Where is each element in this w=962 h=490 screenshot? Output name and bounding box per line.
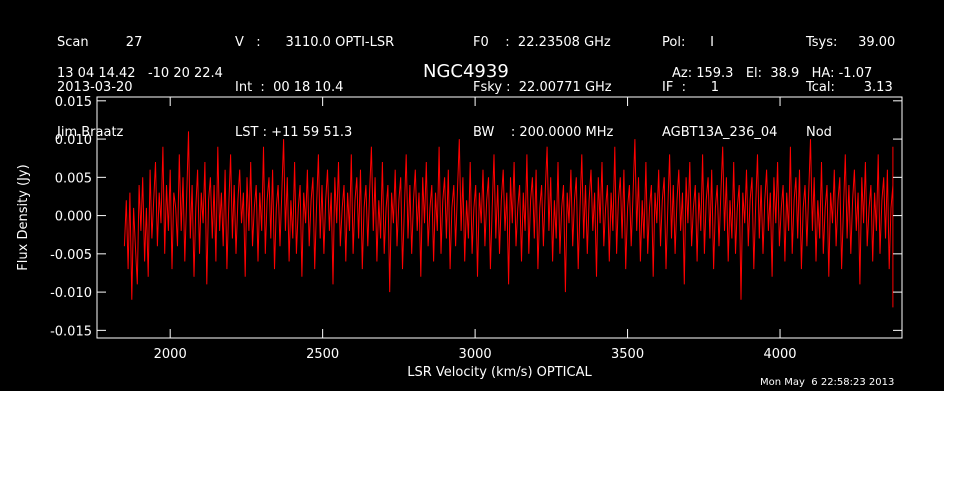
y-axis-label: Flux Density (Jy) — [16, 164, 31, 270]
plot-frame — [96, 96, 903, 339]
plot-timestamp: Mon May 6 22:58:23 2013 — [760, 377, 895, 388]
scan-line: Scan 27 — [57, 35, 143, 50]
y-tick-label: -0.005 — [50, 248, 92, 263]
y-axis: 0.015 0.010 0.005 0.000 -0.005 -0.010 -0.015 — [50, 95, 902, 339]
integration-line: Int : 00 18 10.4 — [235, 80, 344, 95]
y-tick-label: 0.000 — [55, 210, 92, 225]
y-tick-label: -0.010 — [50, 286, 92, 301]
header-col-pol: Pol: I IF : 1 AGBT13A_236_04 — [662, 5, 777, 170]
x-axis: 2000 2500 3000 3500 4000 — [154, 97, 797, 362]
lst-line: LST : +11 59 51.3 — [235, 125, 353, 140]
project-line: AGBT13A_236_04 — [662, 125, 778, 140]
x-tick-label: 3000 — [459, 347, 492, 362]
f0-line: F0 : 22.23508 GHz — [473, 35, 611, 50]
tcal-line: Tcal: 3.13 — [806, 80, 893, 95]
header-col-tsys: Tsys: 39.00 Tcal: 3.13 Nod — [806, 5, 895, 170]
if-line: IF : 1 — [662, 80, 720, 95]
x-tick-label: 2000 — [154, 347, 187, 362]
spectrum-line — [123, 131, 894, 308]
observer-line: Jim Braatz — [57, 125, 124, 140]
y-tick-label: -0.015 — [50, 324, 92, 339]
az-el-ha: Az: 159.3 El: 38.9 HA: -1.07 — [672, 66, 873, 81]
x-tick-label: 3500 — [611, 347, 644, 362]
date-line: 2013-03-20 — [57, 80, 133, 95]
spectrum-chart: 2000 2500 3000 3500 4000 0.015 0.010 0.005 0.00… — [16, 95, 903, 380]
source-coordinates: 13 04 14.42 -10 20 22.4 — [57, 66, 223, 81]
source-name: NGC4939 — [423, 61, 509, 82]
pol-line: Pol: I — [662, 35, 714, 50]
y-tick-label: 0.015 — [55, 95, 92, 110]
velocity-line: V : 3110.0 OPTI-LSR — [235, 35, 395, 50]
fsky-line: Fsky : 22.00771 GHz — [473, 80, 612, 95]
bw-line: BW : 200.0000 MHz — [473, 125, 614, 140]
spectrum-series — [123, 131, 894, 308]
header-col-scan: Scan 27 2013-03-20 Jim Braatz — [57, 5, 142, 170]
header-col-velocity: V : 3110.0 OPTI-LSR Int : 00 18 10.4 LST… — [235, 5, 394, 170]
mode-line: Nod — [806, 125, 832, 140]
x-tick-label: 2500 — [306, 347, 339, 362]
y-tick-label: 0.005 — [55, 171, 92, 186]
header-col-frequency: F0 : 22.23508 GHz Fsky : 22.00771 GHz BW… — [473, 5, 613, 170]
tsys-line: Tsys: 39.00 — [806, 35, 896, 50]
y-tick-label: 0.010 — [55, 133, 92, 148]
x-tick-label: 4000 — [763, 347, 796, 362]
x-axis-label: LSR Velocity (km/s) OPTICAL — [407, 365, 592, 380]
